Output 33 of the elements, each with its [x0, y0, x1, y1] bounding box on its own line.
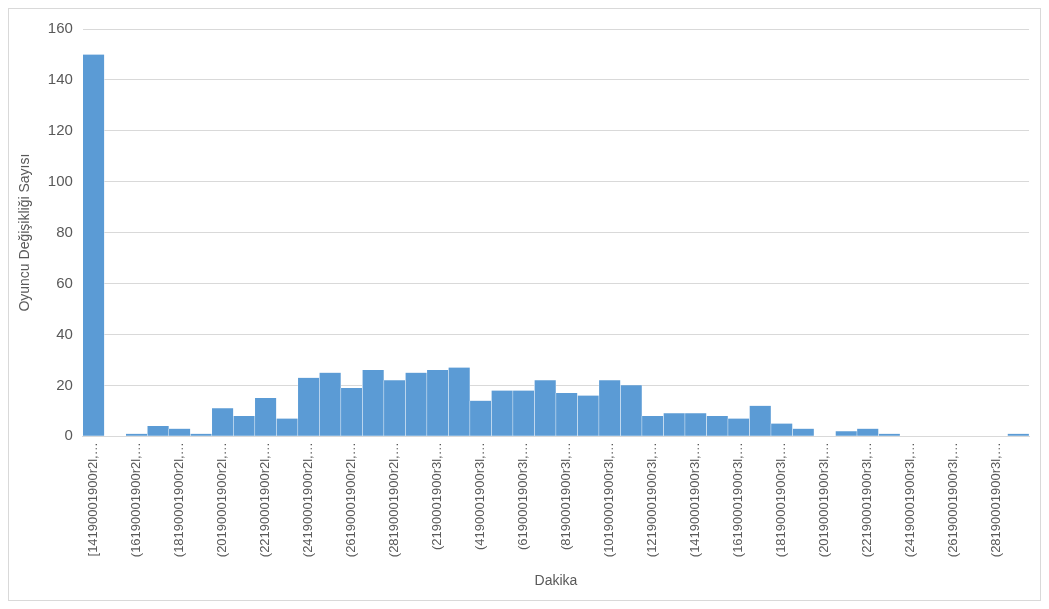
x-tick-label: (26190001900r2l,…: [343, 442, 359, 558]
y-tick-label: 40: [56, 324, 73, 342]
x-tick-label: (22190001900r3l,…: [859, 442, 875, 558]
x-tick-label: (2190001900r3l,…: [429, 442, 445, 550]
x-tick-label: (26190001900r3l,…: [945, 442, 961, 558]
x-tick-label: (28190001900r2l,…: [386, 442, 402, 558]
y-tick-label: 60: [56, 273, 73, 291]
x-tick-label: (24190001900r2l,…: [300, 442, 316, 558]
x-tick-label: (24190001900r3l,…: [902, 442, 918, 558]
y-tick-label: 140: [47, 70, 73, 88]
x-tick-label: (16190001900r2l,…: [128, 442, 144, 558]
x-tick-label: (22190001900r2l,…: [257, 442, 273, 558]
y-tick-label: 100: [47, 171, 73, 189]
x-tick-label: (10190001900r3l,…: [601, 442, 617, 558]
x-tick-label: (20190001900r3l,…: [816, 442, 832, 558]
y-tick-label: 120: [47, 120, 73, 138]
x-tick-label: [14190001900r2l,…: [85, 442, 101, 557]
x-tick-label: (4190001900r3l,…: [472, 442, 488, 550]
x-axis-title: Dakika: [534, 572, 578, 589]
y-tick-label: 80: [56, 222, 73, 240]
x-tick-label: (18190001900r3l,…: [773, 442, 789, 558]
x-tick-label: (20190001900r2l,…: [214, 442, 230, 558]
x-tick-label: (16190001900r3l,…: [730, 442, 746, 558]
x-tick-label: (8190001900r3l,…: [558, 442, 574, 550]
x-tick-label: (14190001900r3l,…: [687, 442, 703, 558]
y-tick-label: 160: [47, 19, 73, 37]
y-tick-label: 0: [64, 426, 73, 444]
x-tick-label: (18190001900r2l,…: [171, 442, 187, 558]
y-axis-title: Oyuncu Değişikliği Sayısı: [16, 153, 33, 312]
x-tick-label: (12190001900r3l,…: [644, 442, 660, 558]
x-tick-label: (28190001900r3l,…: [988, 442, 1004, 558]
y-tick-label: 20: [56, 375, 73, 393]
x-tick-label: (6190001900r3l,…: [515, 442, 531, 550]
